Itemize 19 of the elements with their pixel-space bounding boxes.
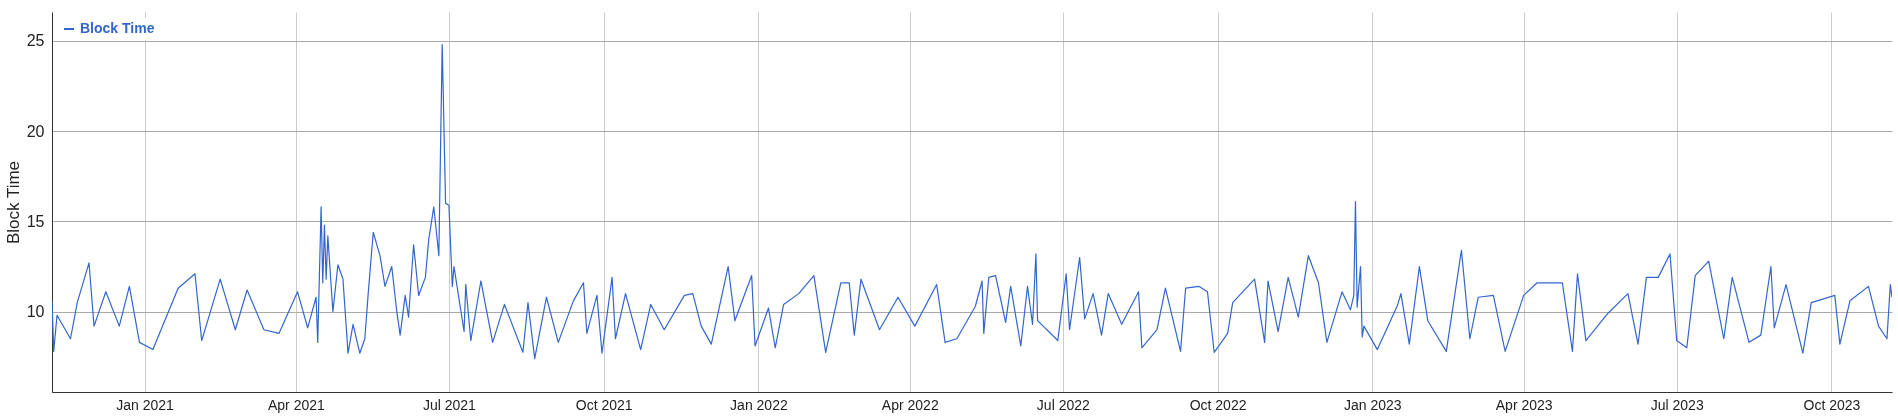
x-tick-label: Apr 2023: [1495, 396, 1553, 413]
y-tick-label: 10: [26, 303, 45, 321]
x-tick-label: Oct 2021: [575, 396, 633, 413]
legend-label: Block Time: [80, 20, 155, 36]
x-tick-label: Jul 2021: [422, 396, 477, 413]
y-tick-label: 20: [26, 122, 45, 140]
x-tick-label: Jan 2021: [116, 396, 175, 413]
y-axis-title: Block Time: [3, 160, 23, 245]
y-tick-label: 15: [26, 212, 45, 230]
y-tick-label: 25: [26, 32, 45, 50]
x-tick-label: Jul 2023: [1650, 396, 1704, 413]
x-tick-label: Jul 2022: [1036, 396, 1090, 413]
x-tick-label: Oct 2023: [1803, 396, 1861, 413]
x-tick-label: Jan 2023: [1343, 396, 1402, 413]
x-tick-label: Oct 2022: [1189, 396, 1247, 413]
line-series: [52, 43, 1892, 360]
x-tick-label: Jan 2022: [730, 396, 788, 413]
x-tick-label: Apr 2022: [881, 396, 939, 413]
x-tick-label: Apr 2021: [267, 396, 325, 413]
